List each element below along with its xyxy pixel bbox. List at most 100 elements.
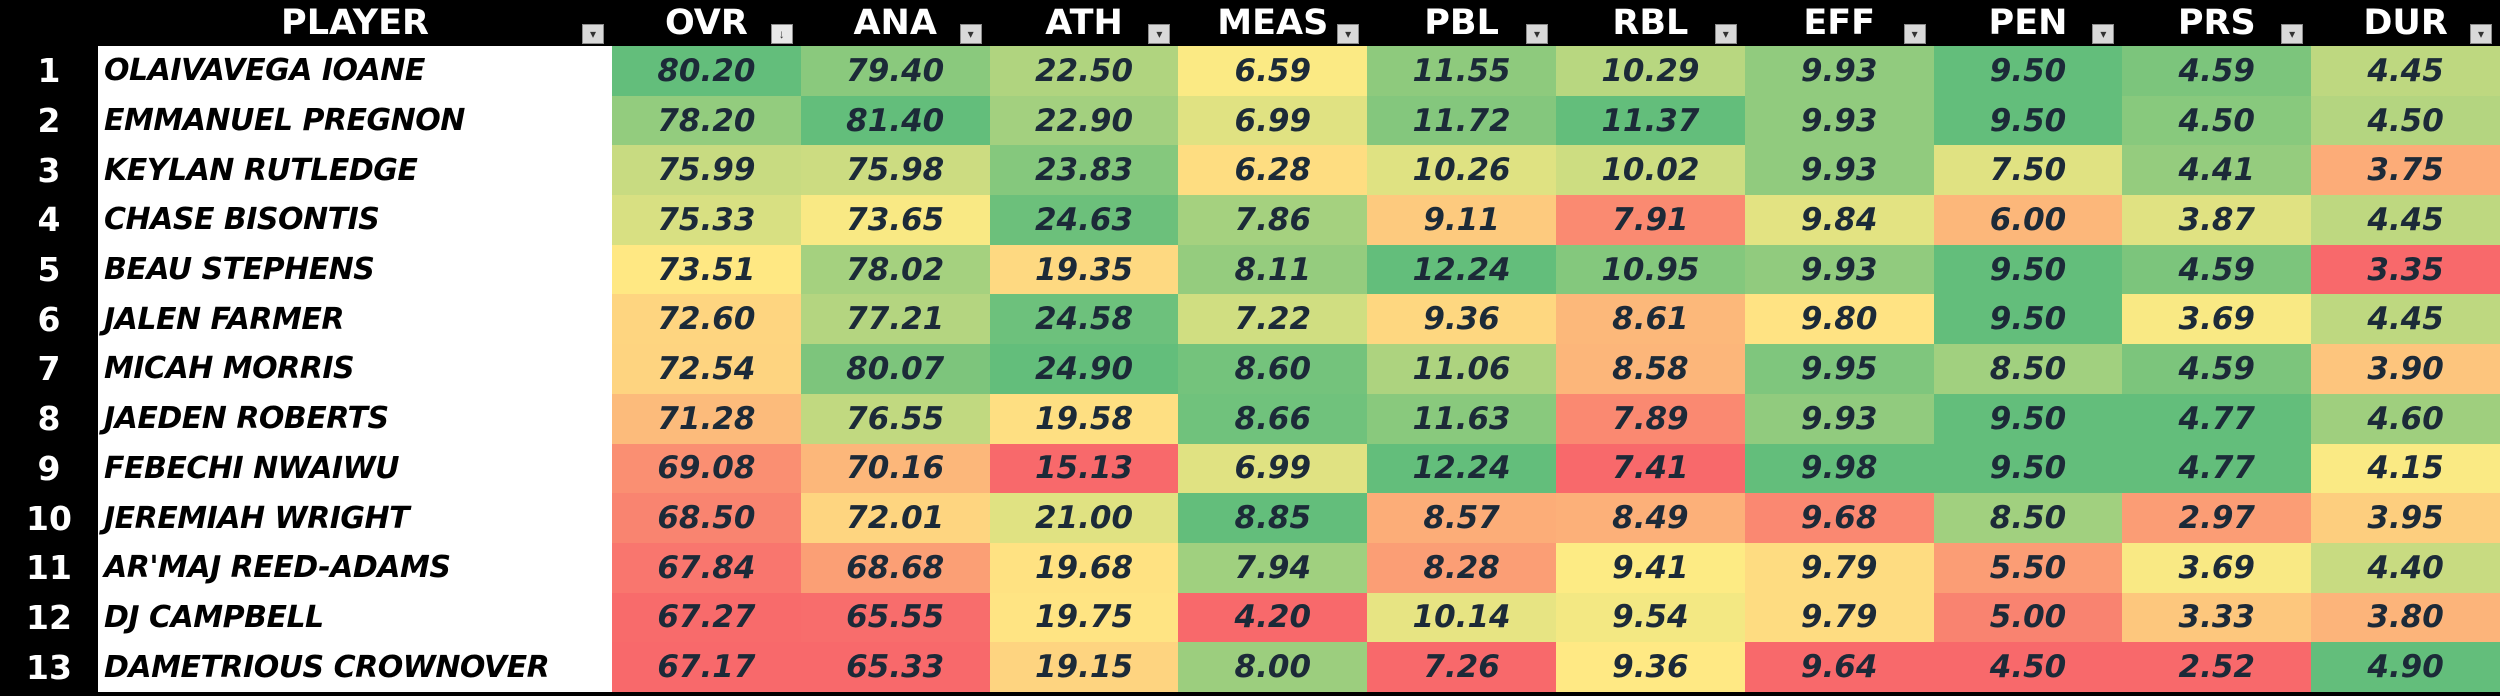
prs-filter-button[interactable]: ▾ xyxy=(2281,24,2304,44)
ath-cell[interactable]: 19.75 xyxy=(989,592,1179,643)
ovr-filter-button[interactable]: ↓ xyxy=(770,24,793,44)
ath-cell[interactable]: 19.58 xyxy=(989,393,1179,444)
header-ovr[interactable]: OVR ↓ xyxy=(612,0,801,46)
ana-cell[interactable]: 79.40 xyxy=(800,46,990,96)
row-number[interactable]: 11 xyxy=(0,542,98,593)
player-name-cell[interactable]: EMMANUEL PREGNON xyxy=(98,95,612,146)
row-number[interactable]: 10 xyxy=(0,493,98,543)
player-name-cell[interactable]: DJ CAMPBELL xyxy=(98,592,612,643)
ana-cell[interactable]: 77.21 xyxy=(800,294,990,345)
rbl-cell[interactable]: 9.54 xyxy=(1555,592,1745,643)
ana-cell[interactable]: 76.55 xyxy=(800,393,990,444)
row-number[interactable]: 12 xyxy=(0,592,98,643)
pbl-cell[interactable]: 11.63 xyxy=(1367,393,1556,444)
prs-cell[interactable]: 4.59 xyxy=(2122,46,2312,96)
meas-filter-button[interactable]: ▾ xyxy=(1337,24,1360,44)
pen-cell[interactable]: 9.50 xyxy=(1933,244,2123,295)
eff-cell[interactable]: 9.93 xyxy=(1744,95,1934,146)
dur-cell[interactable]: 4.45 xyxy=(2311,195,2500,245)
pen-cell[interactable]: 5.00 xyxy=(1933,592,2123,643)
rbl-cell[interactable]: 10.29 xyxy=(1555,46,1745,96)
ana-filter-button[interactable]: ▾ xyxy=(959,24,982,44)
dur-cell[interactable]: 4.40 xyxy=(2311,542,2500,593)
prs-cell[interactable]: 4.77 xyxy=(2122,443,2312,494)
pen-cell[interactable]: 9.50 xyxy=(1933,294,2123,345)
pen-cell[interactable]: 7.50 xyxy=(1933,145,2123,196)
ovr-cell[interactable]: 68.50 xyxy=(612,493,801,543)
eff-cell[interactable]: 9.93 xyxy=(1744,244,1934,295)
player-name-cell[interactable]: JEREMIAH WRIGHT xyxy=(98,493,612,543)
ath-cell[interactable]: 23.83 xyxy=(989,145,1179,196)
ana-cell[interactable]: 70.16 xyxy=(800,443,990,494)
eff-cell[interactable]: 9.68 xyxy=(1744,493,1934,543)
prs-cell[interactable]: 3.87 xyxy=(2122,195,2312,245)
dur-cell[interactable]: 3.75 xyxy=(2311,145,2500,196)
pen-cell[interactable]: 6.00 xyxy=(1933,195,2123,245)
rbl-cell[interactable]: 10.02 xyxy=(1555,145,1745,196)
dur-filter-button[interactable]: ▾ xyxy=(2470,24,2492,44)
meas-cell[interactable]: 7.22 xyxy=(1178,294,1368,345)
dur-cell[interactable]: 4.90 xyxy=(2311,642,2500,692)
header-ath[interactable]: ATH ▾ xyxy=(989,0,1179,46)
rbl-cell[interactable]: 7.89 xyxy=(1555,393,1745,444)
meas-cell[interactable]: 6.99 xyxy=(1178,443,1368,494)
prs-cell[interactable]: 4.59 xyxy=(2122,344,2312,394)
prs-cell[interactable]: 4.59 xyxy=(2122,244,2312,295)
ana-cell[interactable]: 72.01 xyxy=(800,493,990,543)
header-pen[interactable]: PEN ▾ xyxy=(1933,0,2123,46)
ath-cell[interactable]: 19.15 xyxy=(989,642,1179,692)
pbl-cell[interactable]: 11.55 xyxy=(1367,46,1556,96)
header-dur[interactable]: DUR ▾ xyxy=(2311,0,2500,46)
pbl-cell[interactable]: 8.28 xyxy=(1367,542,1556,593)
meas-cell[interactable]: 8.85 xyxy=(1178,493,1368,543)
meas-cell[interactable]: 8.00 xyxy=(1178,642,1368,692)
rbl-cell[interactable]: 9.36 xyxy=(1555,642,1745,692)
pbl-filter-button[interactable]: ▾ xyxy=(1525,24,1548,44)
dur-cell[interactable]: 3.95 xyxy=(2311,493,2500,543)
ovr-cell[interactable]: 72.54 xyxy=(612,344,801,394)
eff-cell[interactable]: 9.79 xyxy=(1744,542,1934,593)
eff-cell[interactable]: 9.79 xyxy=(1744,592,1934,643)
ana-cell[interactable]: 78.02 xyxy=(800,244,990,295)
player-name-cell[interactable]: FEBECHI NWAIWU xyxy=(98,443,612,494)
pbl-cell[interactable]: 9.36 xyxy=(1367,294,1556,345)
rbl-cell[interactable]: 7.41 xyxy=(1555,443,1745,494)
meas-cell[interactable]: 4.20 xyxy=(1178,592,1368,643)
ath-cell[interactable]: 22.50 xyxy=(989,46,1179,96)
pen-cell[interactable]: 9.50 xyxy=(1933,443,2123,494)
ana-cell[interactable]: 81.40 xyxy=(800,95,990,146)
ath-cell[interactable]: 24.63 xyxy=(989,195,1179,245)
ovr-cell[interactable]: 67.17 xyxy=(612,642,801,692)
pen-cell[interactable]: 5.50 xyxy=(1933,542,2123,593)
player-name-cell[interactable]: OLAIVAVEGA IOANE xyxy=(98,46,612,96)
ath-cell[interactable]: 21.00 xyxy=(989,493,1179,543)
ath-cell[interactable]: 15.13 xyxy=(989,443,1179,494)
ovr-cell[interactable]: 78.20 xyxy=(612,95,801,146)
eff-cell[interactable]: 9.93 xyxy=(1744,145,1934,196)
ana-cell[interactable]: 75.98 xyxy=(800,145,990,196)
meas-cell[interactable]: 6.99 xyxy=(1178,95,1368,146)
prs-cell[interactable]: 3.69 xyxy=(2122,294,2312,345)
rbl-cell[interactable]: 9.41 xyxy=(1555,542,1745,593)
header-ana[interactable]: ANA ▾ xyxy=(800,0,990,46)
meas-cell[interactable]: 6.59 xyxy=(1178,46,1368,96)
pen-cell[interactable]: 9.50 xyxy=(1933,46,2123,96)
ovr-cell[interactable]: 72.60 xyxy=(612,294,801,345)
header-meas[interactable]: MEAS ▾ xyxy=(1178,0,1368,46)
pbl-cell[interactable]: 10.26 xyxy=(1367,145,1556,196)
pbl-cell[interactable]: 12.24 xyxy=(1367,443,1556,494)
eff-cell[interactable]: 9.84 xyxy=(1744,195,1934,245)
ovr-cell[interactable]: 75.99 xyxy=(612,145,801,196)
ana-cell[interactable]: 68.68 xyxy=(800,542,990,593)
dur-cell[interactable]: 4.60 xyxy=(2311,393,2500,444)
prs-cell[interactable]: 4.50 xyxy=(2122,95,2312,146)
eff-cell[interactable]: 9.93 xyxy=(1744,46,1934,96)
eff-filter-button[interactable]: ▾ xyxy=(1903,24,1926,44)
pen-filter-button[interactable]: ▾ xyxy=(2092,24,2115,44)
meas-cell[interactable]: 8.60 xyxy=(1178,344,1368,394)
eff-cell[interactable]: 9.80 xyxy=(1744,294,1934,345)
pen-cell[interactable]: 8.50 xyxy=(1933,493,2123,543)
dur-cell[interactable]: 4.45 xyxy=(2311,294,2500,345)
rbl-cell[interactable]: 11.37 xyxy=(1555,95,1745,146)
eff-cell[interactable]: 9.95 xyxy=(1744,344,1934,394)
